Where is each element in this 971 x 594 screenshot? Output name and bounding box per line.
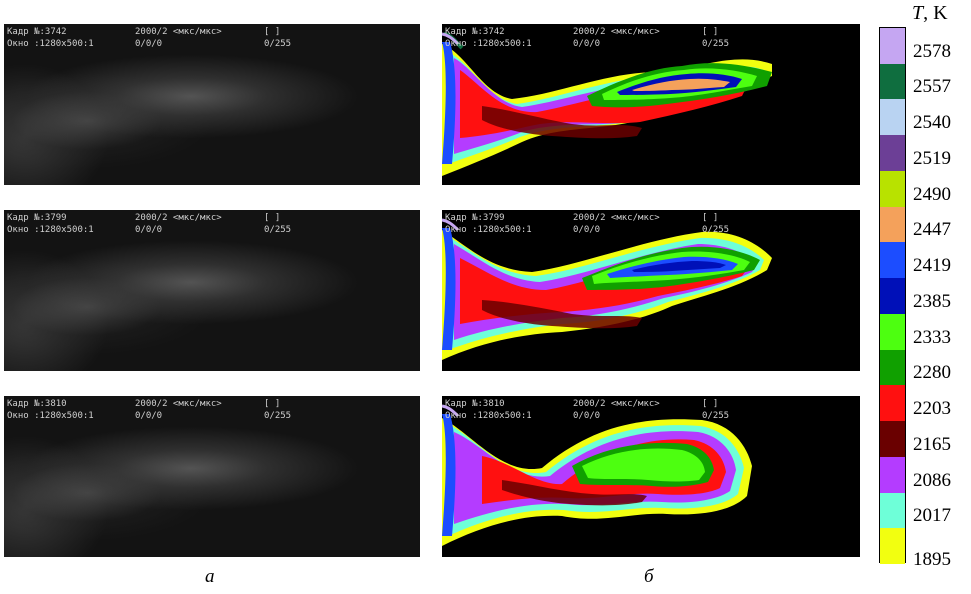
colorbar-segment [880,528,905,565]
colorbar-segment [880,99,905,136]
colorbar-segment [880,492,905,529]
colorbar-segment [880,421,905,458]
frame-rate: 2000/2 <мкс/мкс> [135,399,222,409]
colorbar-tick-label: 2540 [913,112,951,134]
frame-range: 0/255 [702,39,730,49]
frame-offset: 0/0/0 [573,39,601,49]
frame-window: Окно :1280x500:1 [445,225,532,235]
colorbar-segment [880,456,905,494]
frame-brackets: [ ] [702,27,719,37]
colorbar-tick-label: 2578 [913,40,951,62]
frame-range: 0/255 [702,225,730,235]
colorbar-tick-label: 2385 [913,290,951,312]
frame-offset: 0/0/0 [135,39,163,49]
frame-range: 0/255 [264,225,292,235]
thermo-frame-3: Кадр №:3810 2000/2 <мкс/мкс> [ ] Окно :1… [442,396,860,557]
colorbar-segment [880,63,905,100]
colorbar-segment [880,349,905,386]
temperature-map [442,218,772,360]
colorbar-tick-label: 2519 [913,147,951,169]
frame-number: Кадр №:3799 [7,213,67,223]
colorbar-segment [880,135,905,172]
colorbar-segment [880,170,905,208]
thermo-frame-2: Кадр №:3799 2000/2 <мкс/мкс> [ ] Окно :1… [442,210,860,371]
frame-number: Кадр №:3742 [7,27,67,37]
colorbar-tick-label: 2333 [913,326,951,348]
frame-number: Кадр №:3810 [7,399,67,409]
frame-rate: 2000/2 <мкс/мкс> [573,399,660,409]
colorbar-segment [880,28,905,65]
frame-window: Окно :1280x500:1 [7,225,94,235]
frame-rate: 2000/2 <мкс/мкс> [135,213,222,223]
colorbar-title-var: T [912,2,924,24]
colorbar-tick-label: 2419 [913,255,951,277]
colorbar-tick-label: 2086 [913,469,951,491]
panel-label-a: а [205,566,215,587]
gray-frame-2: Кадр №:3799 2000/2 <мкс/мкс> [ ] Окно :1… [4,210,420,371]
frame-brackets: [ ] [702,213,719,223]
temperature-map [442,404,752,546]
frame-window: Окно :1280x500:1 [7,411,94,421]
frame-range: 0/255 [264,39,292,49]
colorbar-tick-label: 2165 [913,433,951,455]
colorbar-tick-label: 2203 [913,398,951,420]
colorbar-tick-label: 2280 [913,362,951,384]
frame-brackets: [ ] [264,213,281,223]
frame-brackets: [ ] [264,27,281,37]
colorbar-tick-label: 2447 [913,219,951,241]
colorbar-title: T, K [912,2,948,25]
colorbar-tick-label: 2490 [913,183,951,205]
colorbar-tick-label: 2557 [913,76,951,98]
frame-window: Окно :1280x500:1 [7,39,94,49]
colorbar-title-unit: , K [923,2,948,24]
frame-number: Кадр №:3799 [445,213,505,223]
thermo-frame-1: Кадр №:3742 2000/2 <мкс/мкс> [ ] Окно :1… [442,24,860,185]
frame-rate: 2000/2 <мкс/мкс> [573,27,660,37]
temperature-map [442,32,772,176]
colorbar-segment [880,278,905,315]
frame-range: 0/255 [702,411,730,421]
colorbar-segment [880,206,905,243]
frame-offset: 0/0/0 [135,411,163,421]
colorbar-segment [880,242,905,279]
colorbar [879,27,906,565]
frame-rate: 2000/2 <мкс/мкс> [573,213,660,223]
frame-offset: 0/0/0 [573,411,601,421]
frame-brackets: [ ] [264,399,281,409]
frame-rate: 2000/2 <мкс/мкс> [135,27,222,37]
colorbar-tick-label: 2017 [913,505,951,527]
gray-frame-3: Кадр №:3810 2000/2 <мкс/мкс> [ ] Окно :1… [4,396,420,557]
colorbar-segment [880,313,905,351]
frame-window: Окно :1280x500:1 [445,39,532,49]
gray-frame-1: Кадр №:3742 2000/2 <мкс/мкс> [ ] Окно :1… [4,24,420,185]
frame-offset: 0/0/0 [573,225,601,235]
frame-window: Окно :1280x500:1 [445,411,532,421]
frame-brackets: [ ] [702,399,719,409]
colorbar-segment [880,385,905,422]
frame-offset: 0/0/0 [135,225,163,235]
panel-label-b: б [644,566,654,587]
frame-range: 0/255 [264,411,292,421]
frame-number: Кадр №:3810 [445,399,505,409]
frame-number: Кадр №:3742 [445,27,505,37]
colorbar-tick-label: 1895 [913,549,951,570]
